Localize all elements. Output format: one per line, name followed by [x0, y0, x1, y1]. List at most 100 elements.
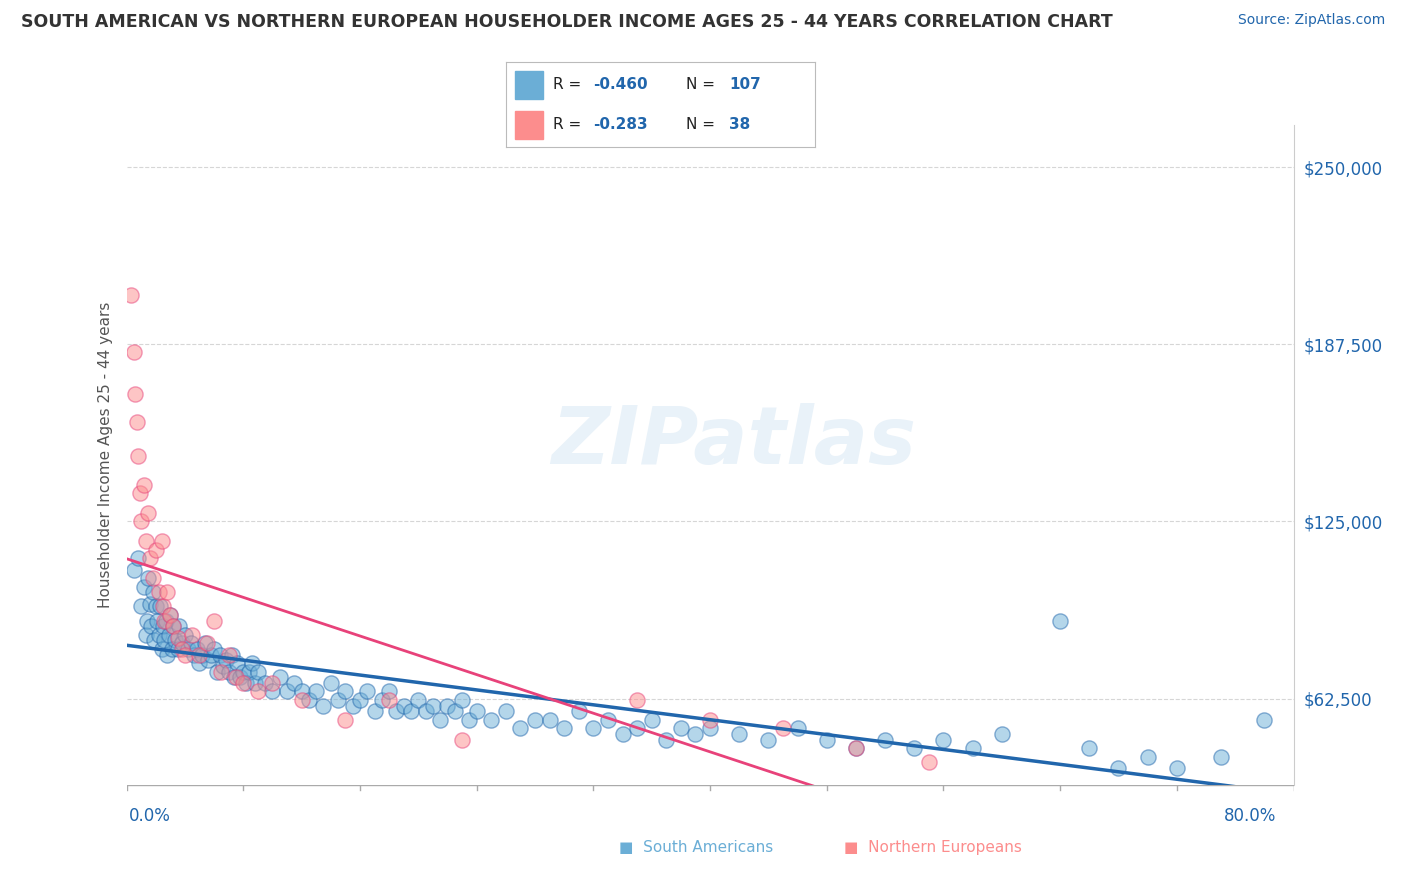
- Point: [685, 727, 707, 741]
- Point: [962, 741, 984, 756]
- Point: [399, 704, 422, 718]
- Point: [269, 670, 291, 684]
- Point: [429, 713, 451, 727]
- Text: 0.0%: 0.0%: [129, 807, 172, 825]
- Point: [1253, 713, 1275, 727]
- Point: [875, 732, 897, 747]
- Point: [596, 713, 619, 727]
- Point: [458, 713, 481, 727]
- Point: [415, 704, 437, 718]
- Point: [254, 676, 277, 690]
- Point: [152, 599, 174, 614]
- Point: [224, 670, 246, 684]
- Point: [132, 477, 155, 491]
- Point: [166, 642, 188, 657]
- Point: [1049, 614, 1071, 628]
- Text: N =: N =: [686, 77, 714, 92]
- Point: [582, 721, 605, 735]
- Point: [160, 642, 183, 657]
- Point: [568, 704, 591, 718]
- Point: [215, 653, 238, 667]
- Point: [148, 628, 170, 642]
- Text: ■  Northern Europeans: ■ Northern Europeans: [844, 840, 1022, 855]
- Point: [1108, 761, 1130, 775]
- Point: [197, 653, 219, 667]
- Point: [162, 619, 184, 633]
- Point: [342, 698, 364, 713]
- Point: [290, 693, 312, 707]
- Point: [139, 597, 162, 611]
- Point: [155, 614, 177, 628]
- Point: [235, 676, 257, 690]
- Point: [129, 599, 152, 614]
- Point: [479, 713, 502, 727]
- Point: [127, 450, 149, 464]
- Point: [226, 656, 249, 670]
- Point: [990, 727, 1012, 741]
- Point: [319, 676, 342, 690]
- Point: [371, 693, 394, 707]
- Point: [378, 684, 401, 698]
- Point: [356, 684, 378, 698]
- Point: [655, 732, 678, 747]
- Point: [335, 684, 357, 698]
- Point: [465, 704, 488, 718]
- Point: [699, 713, 721, 727]
- Text: 107: 107: [728, 77, 761, 92]
- Point: [262, 676, 284, 690]
- Point: [1136, 749, 1159, 764]
- Point: [495, 704, 517, 718]
- Point: [153, 614, 176, 628]
- Point: [156, 585, 179, 599]
- Point: [142, 585, 165, 599]
- Point: [148, 585, 170, 599]
- Point: [134, 534, 156, 549]
- Point: [290, 684, 312, 698]
- Point: [298, 693, 321, 707]
- Point: [349, 693, 371, 707]
- Point: [183, 648, 205, 662]
- Point: [124, 387, 146, 401]
- Point: [209, 665, 232, 679]
- Point: [125, 415, 148, 429]
- Point: [132, 580, 155, 594]
- Point: [146, 614, 169, 628]
- Point: [451, 732, 474, 747]
- Point: [262, 684, 284, 698]
- Point: [612, 727, 634, 741]
- Point: [385, 704, 408, 718]
- Point: [127, 551, 149, 566]
- Point: [188, 648, 211, 662]
- Point: [232, 676, 254, 690]
- Point: [845, 741, 868, 756]
- Point: [195, 636, 218, 650]
- Point: [211, 659, 233, 673]
- Point: [756, 732, 779, 747]
- Point: [221, 648, 243, 662]
- Point: [538, 713, 561, 727]
- Point: [120, 288, 142, 302]
- Point: [225, 670, 247, 684]
- Text: 38: 38: [728, 117, 751, 132]
- Point: [145, 599, 167, 614]
- Point: [159, 607, 181, 622]
- Point: [640, 713, 664, 727]
- Point: [240, 656, 263, 670]
- Text: ■  South Americans: ■ South Americans: [619, 840, 773, 855]
- Point: [129, 515, 152, 529]
- Point: [191, 648, 214, 662]
- Text: Source: ZipAtlas.com: Source: ZipAtlas.com: [1237, 13, 1385, 28]
- Text: -0.460: -0.460: [593, 77, 647, 92]
- Point: [626, 721, 648, 735]
- Point: [626, 693, 648, 707]
- Point: [218, 648, 240, 662]
- Point: [202, 614, 225, 628]
- Point: [138, 571, 160, 585]
- Point: [162, 619, 184, 633]
- Point: [156, 648, 179, 662]
- Point: [524, 713, 547, 727]
- Point: [166, 631, 188, 645]
- Point: [170, 636, 193, 650]
- Point: [918, 756, 941, 770]
- Point: [157, 628, 180, 642]
